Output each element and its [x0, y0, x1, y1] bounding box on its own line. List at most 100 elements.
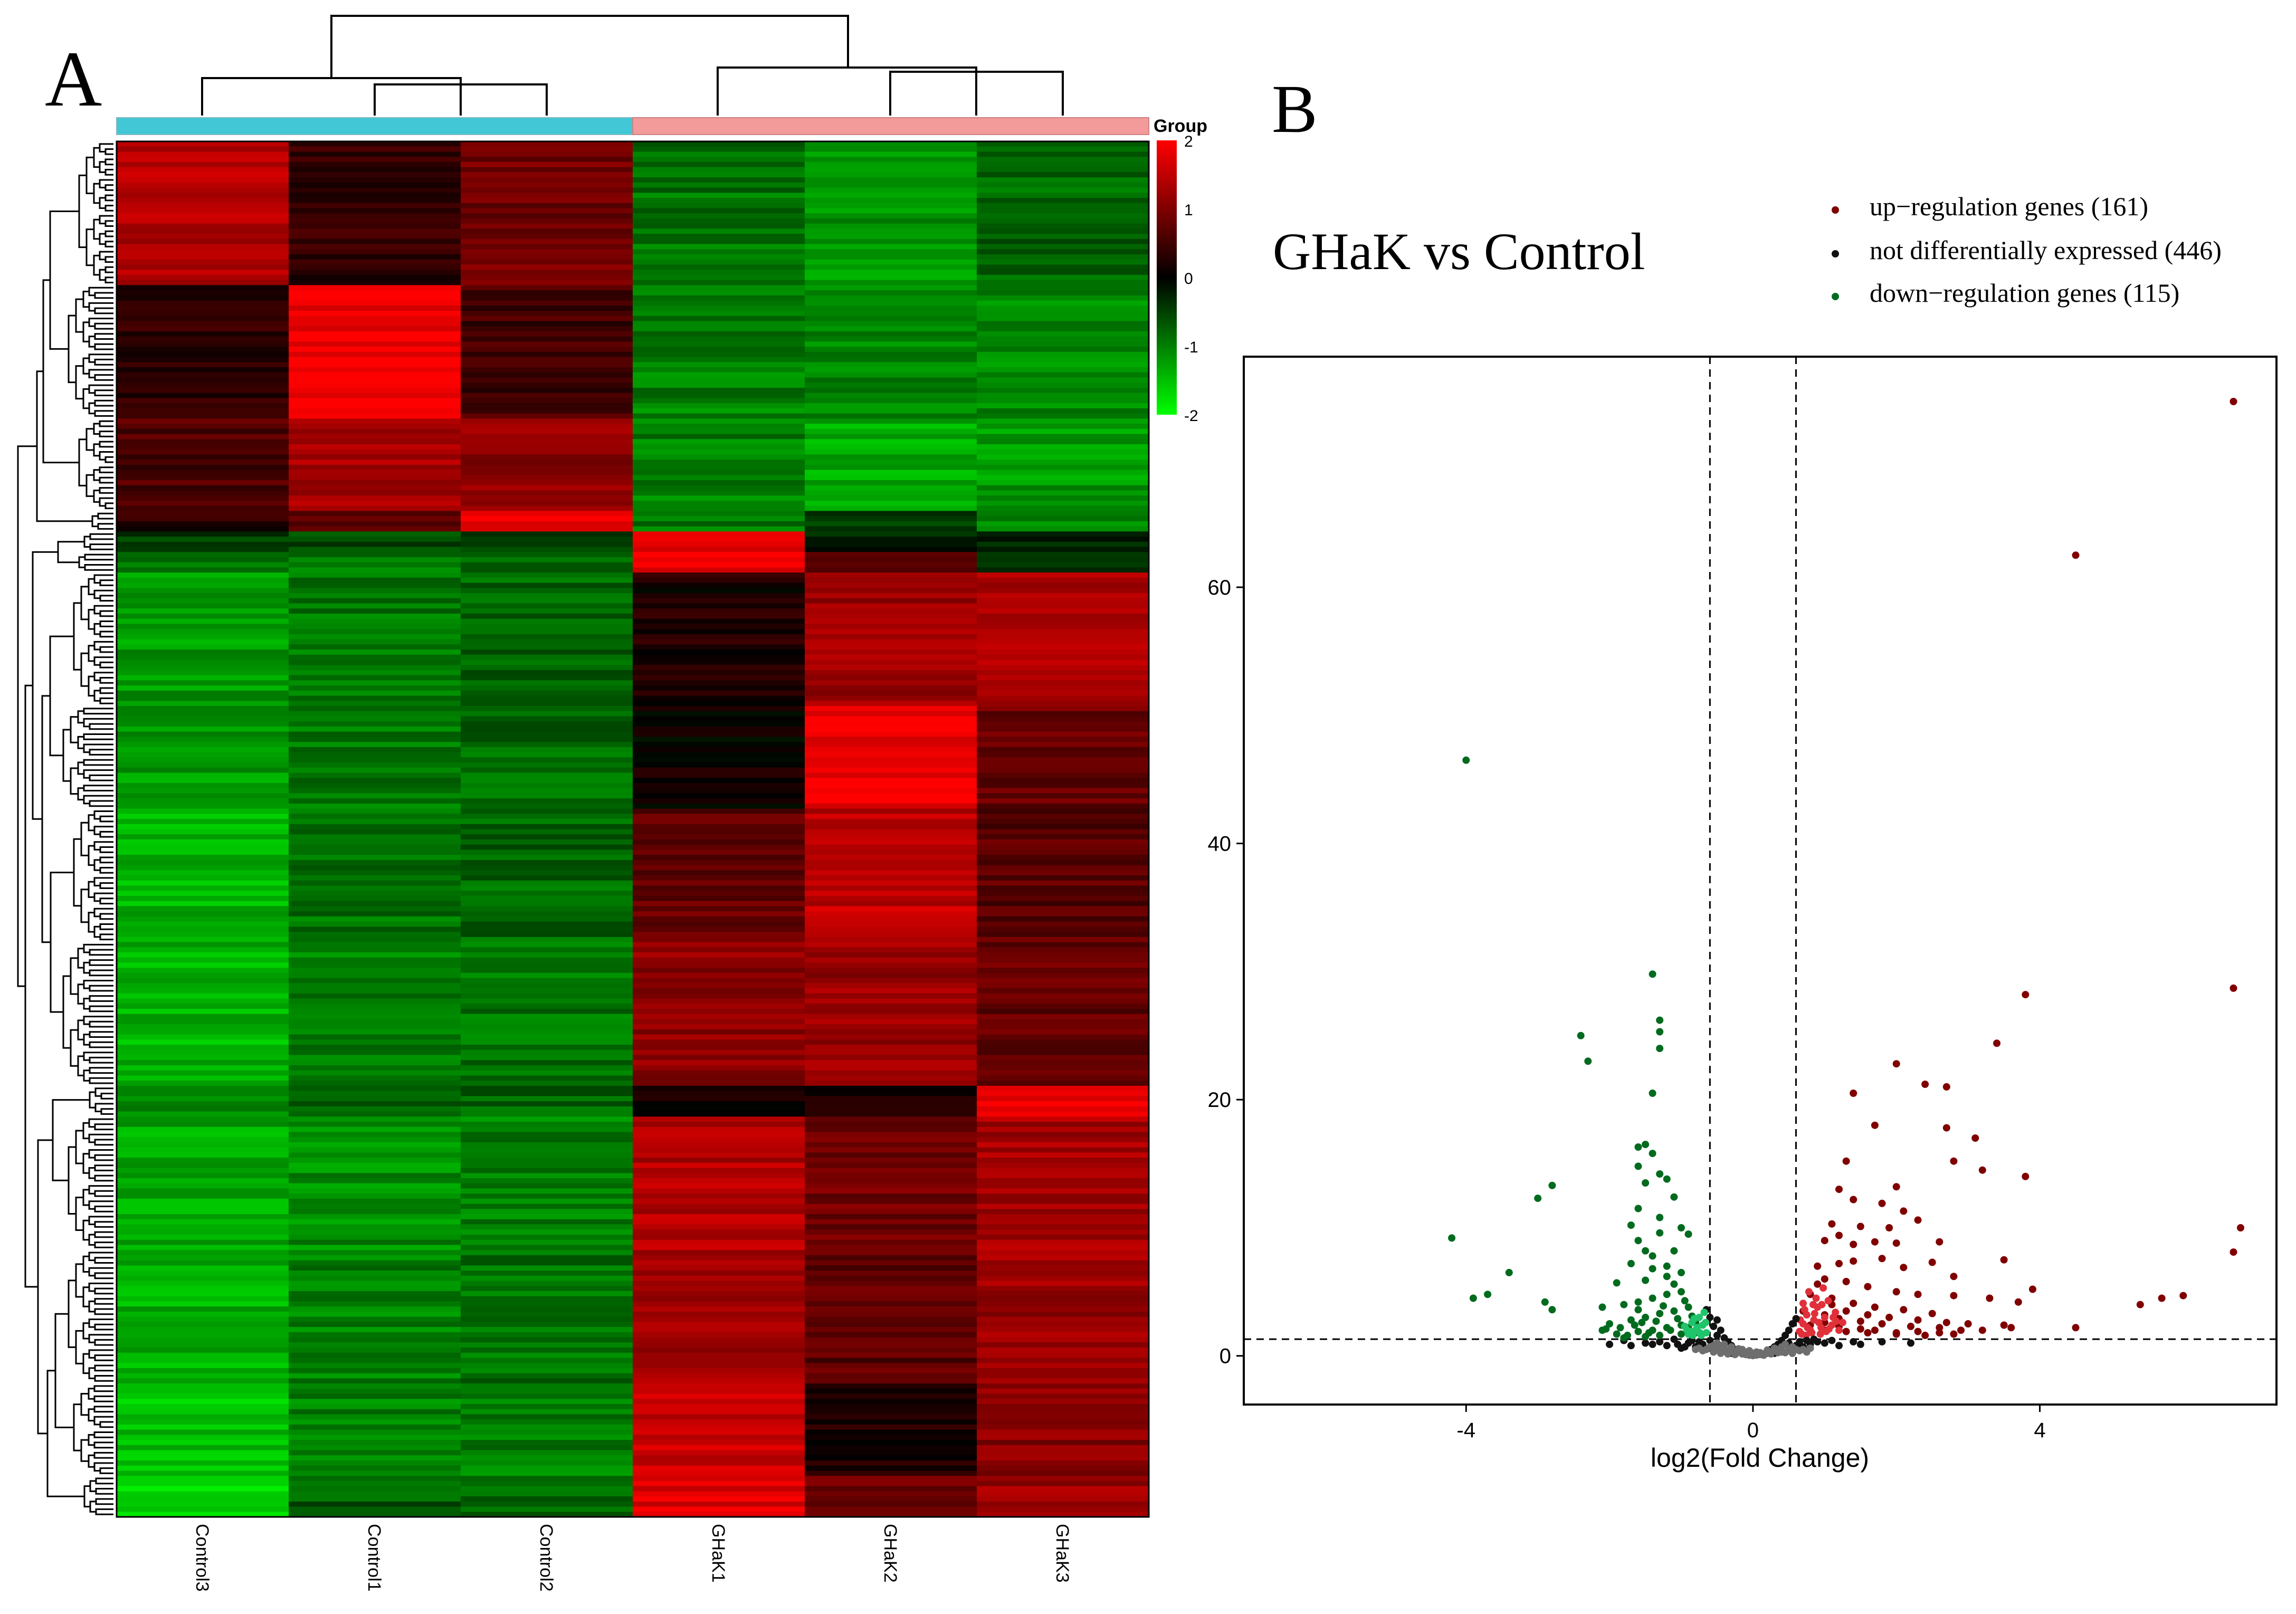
dendro-join — [88, 1200, 95, 1210]
heatmap-cell — [977, 1152, 1149, 1158]
heatmap-cell — [117, 285, 289, 291]
heatmap-cell — [633, 1327, 805, 1333]
dendro-join — [89, 1091, 96, 1109]
data-point — [2000, 1256, 2008, 1264]
data-point — [1781, 1331, 1789, 1339]
heatmap-cell — [805, 377, 977, 383]
heatmap-cell — [117, 490, 289, 496]
heatmap-cell — [977, 1373, 1149, 1379]
heatmap-cell — [977, 464, 1149, 471]
heatmap-cell — [461, 1327, 633, 1333]
heatmap-cell — [289, 228, 461, 234]
data-point — [1684, 1230, 1692, 1238]
heatmap-cell — [977, 295, 1149, 301]
heatmap-cell — [805, 1435, 977, 1440]
heatmap-cell — [117, 660, 289, 665]
heatmap-cell — [117, 182, 289, 188]
heatmap-cell — [117, 316, 289, 322]
heatmap-cell — [117, 772, 289, 778]
heatmap-cell — [461, 151, 633, 157]
dendro-join — [93, 490, 100, 503]
heatmap-cell — [461, 819, 633, 825]
heatmap-cell — [805, 537, 977, 542]
dendro-join — [94, 1190, 101, 1197]
heatmap-cell — [977, 1337, 1149, 1343]
x-tick-label: -4 — [1457, 1419, 1476, 1442]
dendro-join — [99, 846, 106, 853]
dendro-join — [94, 1257, 101, 1264]
heatmap-cell — [977, 685, 1149, 691]
heatmap-cell — [289, 1286, 461, 1292]
heatmap-cell — [117, 146, 289, 152]
heatmap-cell — [289, 772, 461, 778]
heatmap-cell — [289, 331, 461, 337]
heatmap-cell — [805, 347, 977, 352]
heatmap-cell — [289, 968, 461, 973]
heatmap-cell — [461, 1116, 633, 1122]
heatmap-cell — [461, 372, 633, 378]
heatmap-cell — [117, 1142, 289, 1148]
heatmap-cell — [633, 1162, 805, 1169]
heatmap-cell — [117, 1081, 289, 1086]
heatmap-cell — [461, 228, 633, 234]
heatmap-cell — [289, 234, 461, 240]
heatmap-cell — [461, 1255, 633, 1261]
heatmap-cell — [633, 362, 805, 368]
heatmap-cell — [805, 213, 977, 219]
data-point — [1663, 1273, 1671, 1281]
heatmap-cell — [117, 464, 289, 471]
heatmap-cell — [805, 1429, 977, 1435]
heatmap-cell — [805, 387, 977, 394]
heatmap-cell — [461, 947, 633, 953]
heatmap-cell — [633, 865, 805, 871]
dendro-join — [94, 374, 101, 381]
heatmap-cell — [977, 1019, 1149, 1025]
data-point — [1936, 1238, 1943, 1246]
heatmap-cell — [461, 782, 633, 789]
heatmap-cell — [117, 1060, 289, 1066]
heatmap-cell — [289, 1070, 461, 1076]
heatmap-cell — [289, 1358, 461, 1363]
data-point — [1812, 1294, 1820, 1302]
x-tick-label: 0 — [1747, 1419, 1759, 1442]
heatmap-cell — [289, 1250, 461, 1256]
heatmap-cell — [117, 670, 289, 676]
heatmap-cell — [117, 557, 289, 563]
dendro-join — [82, 321, 89, 342]
heatmap-cell — [633, 480, 805, 486]
heatmap-cell — [461, 855, 633, 861]
heatmap-cell — [117, 1152, 289, 1158]
heatmap-cell — [633, 541, 805, 548]
data-point — [1656, 1338, 1664, 1345]
dendro-join — [93, 1441, 100, 1449]
heatmap-cell — [117, 290, 289, 296]
heatmap-cell — [117, 1137, 289, 1143]
heatmap-cell — [117, 680, 289, 686]
heatmap-cell — [633, 1198, 805, 1205]
data-point — [1815, 1319, 1823, 1326]
heatmap-cell — [289, 1085, 461, 1092]
heatmap-cell — [805, 1075, 977, 1081]
heatmap-cell — [117, 742, 289, 748]
heatmap-cell — [289, 1173, 461, 1179]
data-point — [2000, 1321, 2008, 1329]
heatmap-cell — [461, 608, 633, 614]
data-point — [1942, 1319, 1950, 1326]
data-point — [1717, 1349, 1725, 1357]
heatmap-cell — [461, 993, 633, 999]
heatmap-cell — [461, 767, 633, 773]
heatmap-cell — [117, 1245, 289, 1250]
heatmap-cell — [117, 403, 289, 409]
heatmap-cell — [289, 1281, 461, 1286]
heatmap-cell — [117, 598, 289, 604]
heatmap-cell — [805, 1419, 977, 1425]
heatmap-cell — [289, 1096, 461, 1102]
dendro-join — [94, 1123, 101, 1131]
heatmap-cell — [633, 1173, 805, 1179]
heatmap-cell — [805, 187, 977, 193]
heatmap-cell — [805, 1486, 977, 1492]
heatmap-cell — [633, 947, 805, 953]
data-point — [1710, 1348, 1718, 1356]
heatmap-cell — [461, 331, 633, 337]
heatmap-cell — [461, 1358, 633, 1363]
